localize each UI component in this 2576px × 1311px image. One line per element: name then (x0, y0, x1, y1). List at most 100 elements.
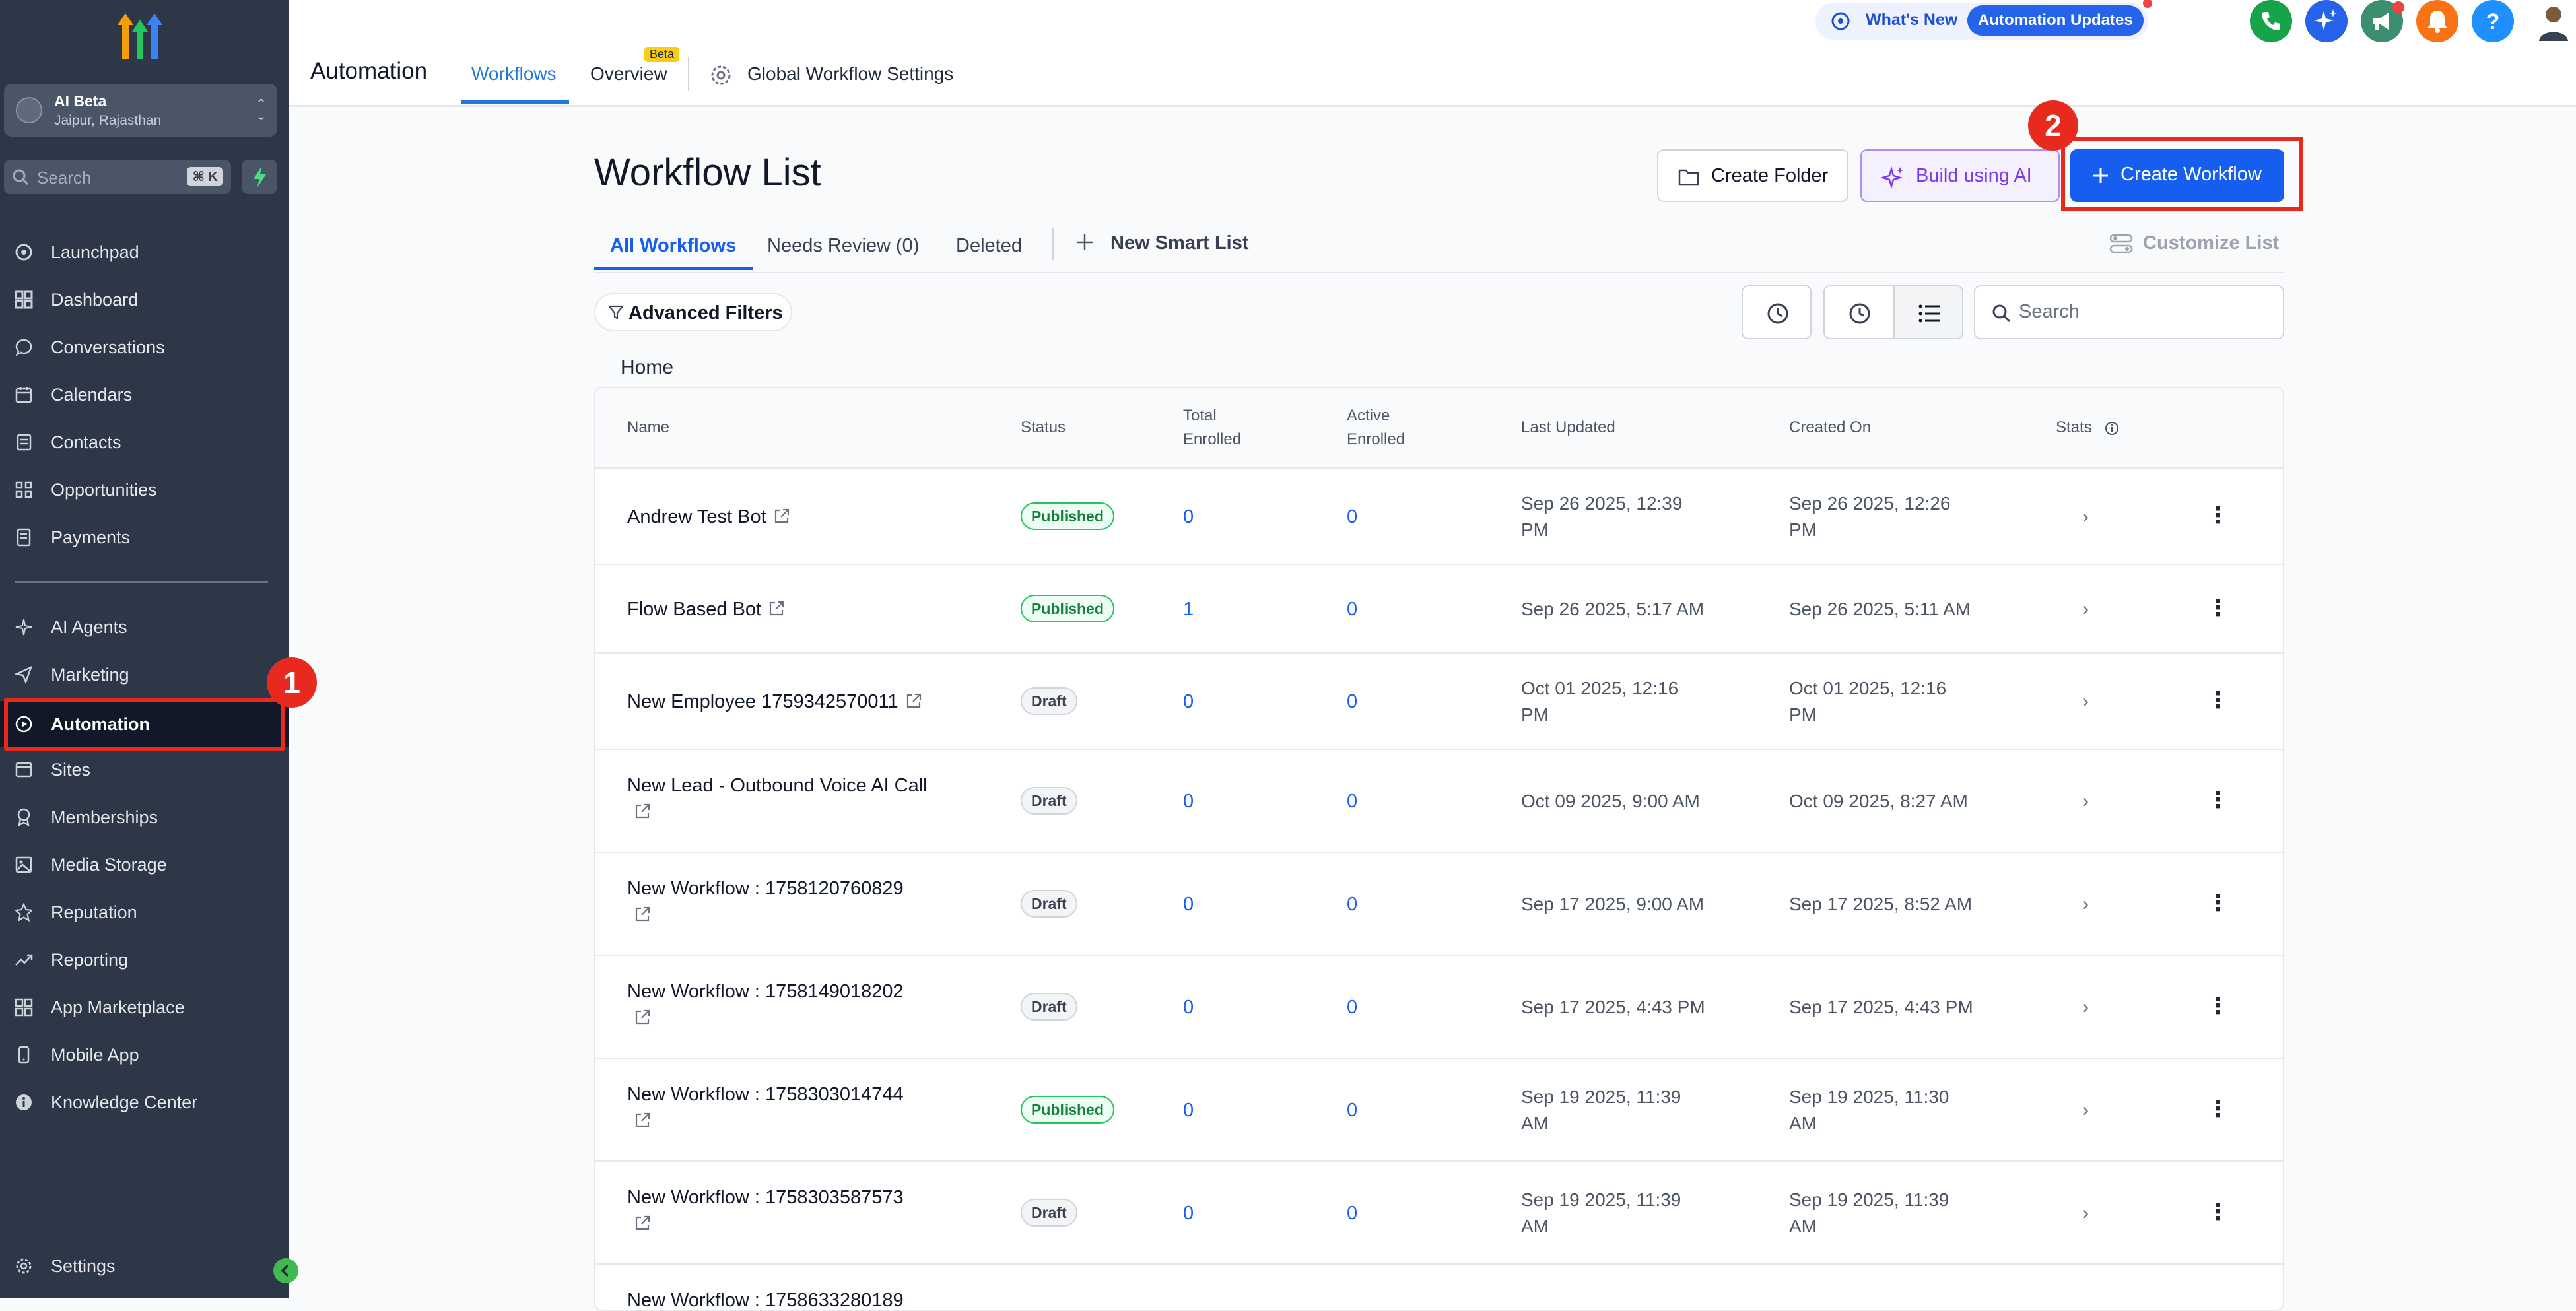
history-button[interactable] (1742, 285, 1812, 339)
app-logo[interactable] (112, 8, 170, 61)
sidebar-item-memberships[interactable]: Memberships (0, 796, 289, 837)
sidebar-item-reporting[interactable]: Reporting (0, 939, 289, 980)
chevron-right-icon[interactable]: › (2082, 506, 2089, 527)
column-header-last-updated[interactable]: Last Updated (1521, 419, 1615, 436)
workflow-name[interactable]: New Employee 1759342570011 (627, 689, 922, 715)
total-enrolled[interactable]: 0 (1183, 691, 1194, 712)
phone-button[interactable] (2250, 0, 2292, 42)
column-header-active[interactable]: Active Enrolled (1347, 404, 1405, 452)
sidebar-item-knowledge-center[interactable]: Knowledge Center (0, 1081, 289, 1122)
automation-updates-badge[interactable]: Automation Updates (1967, 5, 2144, 36)
chevron-right-icon[interactable]: › (2082, 1099, 2089, 1121)
active-enrolled[interactable]: 0 (1347, 691, 1358, 712)
column-header-status[interactable]: Status (1021, 419, 1066, 436)
sidebar-item-calendars[interactable]: Calendars (0, 374, 289, 415)
more-options-icon[interactable]: ⋮ (2206, 993, 2229, 1019)
chevron-right-icon[interactable]: › (2082, 1202, 2089, 1224)
more-options-icon[interactable]: ⋮ (2206, 788, 2229, 813)
column-header-name[interactable]: Name (627, 419, 670, 436)
tab-workflows[interactable]: Workflows (471, 63, 557, 84)
sidebar-search[interactable]: Search ⌘ K (4, 160, 231, 194)
quick-action-button[interactable] (242, 160, 277, 194)
total-enrolled[interactable]: 0 (1183, 894, 1194, 915)
sidebar-item-sites[interactable]: Sites (0, 749, 289, 790)
sidebar-item-conversations[interactable]: Conversations (0, 326, 289, 367)
active-enrolled[interactable]: 0 (1347, 791, 1358, 812)
table-row[interactable]: New Workflow : 1758303587573 Draft 0 0 Sep 1… (595, 1162, 2283, 1265)
more-options-icon[interactable]: ⋮ (2206, 1199, 2229, 1225)
create-workflow-button[interactable]: Create Workflow (2070, 149, 2284, 202)
clock-view-button[interactable] (1823, 285, 1893, 339)
table-row[interactable]: New Workflow : 1758149018202 Draft 0 0 Sep 1… (595, 956, 2283, 1059)
new-smart-list-button[interactable]: New Smart List (1110, 232, 1249, 253)
sidebar-item-dashboard[interactable]: Dashboard (0, 279, 289, 319)
sidebar-item-marketing[interactable]: Marketing (0, 654, 289, 694)
column-header-created-on[interactable]: Created On (1789, 419, 1872, 436)
workflow-name[interactable]: New Workflow : 1758303014744 (627, 1081, 997, 1134)
table-row[interactable]: Andrew Test Bot Published 0 0 Sep 26 2025, 1… (595, 469, 2283, 565)
sidebar-item-mobile-app[interactable]: Mobile App (0, 1034, 289, 1075)
workflow-name[interactable]: New Workflow : 1758633280189 (627, 1287, 997, 1310)
workflow-name[interactable]: New Lead - Outbound Voice AI Call (627, 772, 997, 825)
sidebar-item-settings[interactable]: Settings (0, 1245, 289, 1286)
external-link-icon[interactable] (627, 1110, 651, 1131)
tab-overview[interactable]: Overview (590, 63, 667, 84)
active-enrolled[interactable]: 0 (1347, 599, 1358, 620)
more-options-icon[interactable]: ⋮ (2206, 891, 2229, 916)
more-options-icon[interactable]: ⋮ (2206, 688, 2229, 713)
create-folder-button[interactable]: Create Folder (1657, 149, 1848, 202)
sidebar-item-opportunities[interactable]: Opportunities (0, 469, 289, 510)
external-link-icon[interactable] (627, 801, 651, 823)
workflow-name[interactable]: Flow Based Bot (627, 596, 785, 622)
external-link-icon[interactable] (627, 1007, 651, 1028)
active-enrolled[interactable]: 0 (1347, 1100, 1358, 1121)
tab-global-workflow-settings[interactable]: Global Workflow Settings (747, 63, 954, 84)
sidebar-item-ai-agents[interactable]: AI Agents (0, 606, 289, 647)
external-link-icon[interactable] (766, 506, 790, 527)
total-enrolled[interactable]: 0 (1183, 1203, 1194, 1224)
workflow-name[interactable]: Andrew Test Bot (627, 504, 790, 530)
notifications-button[interactable] (2416, 0, 2458, 42)
workflow-name[interactable]: New Workflow : 1758120760829 (627, 875, 997, 928)
list-view-button[interactable] (1893, 285, 1963, 339)
table-row[interactable]: Flow Based Bot Published 1 0 Sep 26 2025, 5:… (595, 565, 2283, 654)
external-link-icon[interactable] (627, 904, 651, 925)
column-header-stats[interactable]: Stats (2056, 419, 2092, 436)
table-row[interactable]: New Workflow : 1758303014744 Published 0 0 S… (595, 1059, 2283, 1162)
external-link-icon[interactable] (898, 691, 922, 712)
chevron-right-icon[interactable]: › (2082, 996, 2089, 1018)
tab-deleted[interactable]: Deleted (956, 235, 1022, 256)
table-row[interactable]: New Workflow : 1758120760829 Draft 0 0 Sep 1… (595, 853, 2283, 956)
chevron-right-icon[interactable]: › (2082, 690, 2089, 712)
workflow-name[interactable]: New Workflow : 1758303587573 (627, 1184, 997, 1237)
more-options-icon[interactable]: ⋮ (2206, 1096, 2229, 1122)
breadcrumb-home[interactable]: Home (621, 356, 674, 378)
advanced-filters-button[interactable]: Advanced Filters (594, 293, 792, 331)
sidebar-item-payments[interactable]: Payments (0, 516, 289, 557)
sidebar-item-app-marketplace[interactable]: App Marketplace (0, 986, 289, 1027)
active-enrolled[interactable]: 0 (1347, 894, 1358, 915)
table-row[interactable]: New Lead - Outbound Voice AI Call Draft 0 0… (595, 750, 2283, 853)
whats-new-link[interactable]: What's New (1866, 11, 1958, 29)
customize-list-button[interactable] (2109, 231, 2135, 257)
ai-assistant-button[interactable] (2305, 0, 2348, 42)
external-link-icon[interactable] (761, 599, 785, 620)
external-link-icon[interactable] (627, 1213, 651, 1234)
table-row[interactable]: New Workflow : 1758633280189 (595, 1265, 2283, 1310)
build-using-ai-button[interactable]: Build using AI (1860, 149, 2060, 202)
chevron-right-icon[interactable]: › (2082, 598, 2089, 620)
account-switcher[interactable]: AI Beta Jaipur, Rajasthan ⌃ ⌄ (4, 84, 277, 137)
customize-list-label[interactable]: Customize List (2143, 232, 2280, 253)
tab-needs-review[interactable]: Needs Review (0) (767, 235, 920, 256)
active-enrolled[interactable]: 0 (1347, 997, 1358, 1018)
active-enrolled[interactable]: 0 (1347, 1203, 1358, 1224)
sidebar-item-reputation[interactable]: Reputation (0, 891, 289, 932)
total-enrolled[interactable]: 0 (1183, 791, 1194, 812)
sidebar-item-launchpad[interactable]: Launchpad (0, 231, 289, 272)
total-enrolled[interactable]: 0 (1183, 997, 1194, 1018)
active-enrolled[interactable]: 0 (1347, 506, 1358, 527)
sidebar-item-media-storage[interactable]: Media Storage (0, 844, 289, 885)
user-avatar[interactable] (2534, 0, 2573, 42)
more-options-icon[interactable]: ⋮ (2206, 595, 2229, 621)
workflow-name[interactable]: New Workflow : 1758149018202 (627, 978, 997, 1031)
